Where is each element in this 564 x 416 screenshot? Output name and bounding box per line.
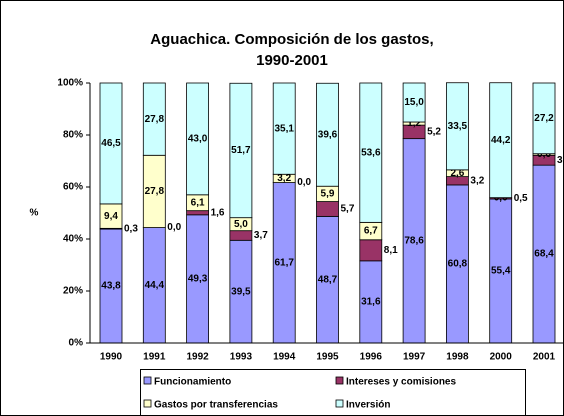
y-tick-label: 20% <box>63 286 83 297</box>
value-label: 1,2 <box>407 118 421 129</box>
value-label: 44,4 <box>145 280 165 291</box>
x-tick-label: 1994 <box>273 352 296 363</box>
value-label: 31,6 <box>361 297 381 308</box>
value-label: 35,1 <box>274 123 294 134</box>
y-tick-label: 60% <box>63 182 83 193</box>
value-label: 0,0 <box>297 177 311 188</box>
value-label: 5,0 <box>234 219 248 230</box>
value-label: 39,6 <box>318 129 338 140</box>
value-label: 8,1 <box>384 245 398 256</box>
value-label: 0,5 <box>514 193 528 204</box>
value-label: 27,8 <box>145 114 165 125</box>
bar-segment <box>272 82 296 175</box>
value-label: 9,4 <box>104 211 118 222</box>
value-label: 5,7 <box>341 204 355 215</box>
value-label: 48,7 <box>318 274 338 285</box>
x-tick-label: 1996 <box>360 352 383 363</box>
y-tick-label: 100% <box>57 78 83 89</box>
bar-segment <box>229 230 253 241</box>
bar-segment <box>186 210 210 216</box>
value-label: 3,7 <box>254 230 268 241</box>
x-tick-label: 1992 <box>186 352 209 363</box>
x-tick-label: 1993 <box>230 352 253 363</box>
value-label: 53,6 <box>361 147 381 158</box>
value-label: 44,2 <box>491 135 511 146</box>
legend-swatch <box>335 376 344 385</box>
legend-label: Intereses y comisiones <box>346 377 456 388</box>
bar-segment <box>532 82 556 155</box>
legend-swatch <box>143 376 152 385</box>
legend-label: Inversión <box>346 400 390 411</box>
value-label: 60,8 <box>448 259 468 270</box>
value-label: 39,5 <box>231 286 251 297</box>
value-label: 0,6 <box>537 149 551 160</box>
bar-segment <box>229 82 253 219</box>
value-label: 3,2 <box>470 175 484 186</box>
value-label: 5,9 <box>321 189 335 200</box>
value-label: 33,5 <box>448 121 468 132</box>
x-tick-label: 1998 <box>446 352 469 363</box>
value-label: 27,2 <box>534 113 554 124</box>
legend-swatch <box>143 399 152 408</box>
legend-swatch <box>335 399 344 408</box>
legend-label: Gastos por transferencias <box>154 400 278 411</box>
value-label: 3,2 <box>277 173 291 184</box>
value-label: 68,4 <box>534 249 554 260</box>
legend-label: Funcionamiento <box>154 377 231 388</box>
value-label: 3,8 <box>557 155 564 166</box>
x-tick-label: 2001 <box>533 352 556 363</box>
value-label: 43,8 <box>101 281 121 292</box>
bar-segment <box>186 82 210 196</box>
value-label: 0,0 <box>167 222 181 233</box>
x-tick-label: 1995 <box>316 352 339 363</box>
value-label: 78,6 <box>404 235 424 246</box>
value-label: 6,7 <box>364 226 378 237</box>
y-tick-label: 80% <box>63 130 83 141</box>
value-label: 61,7 <box>274 257 294 268</box>
value-label: 0,3 <box>124 223 138 234</box>
value-label: 5,2 <box>427 127 441 138</box>
value-label: 51,7 <box>231 145 251 156</box>
value-label: 46,5 <box>101 138 121 149</box>
bar-segment <box>402 82 426 123</box>
chart-title: Aguachica. Composición de los gastos, <box>150 31 433 48</box>
x-tick-label: 1990 <box>100 352 123 363</box>
value-label: 1,6 <box>211 207 225 218</box>
legend <box>140 369 526 416</box>
value-label: 2,6 <box>450 168 464 179</box>
y-axis-label: % <box>30 208 39 219</box>
bar-segment <box>445 82 469 171</box>
value-label: 15,0 <box>404 97 424 108</box>
bar-segment <box>99 82 123 205</box>
value-label: 55,4 <box>491 266 511 277</box>
bar-segment <box>359 82 383 223</box>
y-tick-label: 40% <box>63 234 83 245</box>
x-tick-label: 2000 <box>490 352 513 363</box>
bar-segment <box>359 239 383 262</box>
x-tick-label: 1991 <box>143 352 166 363</box>
bar-segment <box>316 201 339 217</box>
value-label: 27,8 <box>145 186 165 197</box>
y-tick-label: 0% <box>69 338 84 349</box>
x-tick-label: 1997 <box>403 352 426 363</box>
bar-segment <box>489 82 513 199</box>
chart-title: 1990-2001 <box>256 52 328 69</box>
bar-segment <box>142 82 166 156</box>
bar-segment <box>316 82 339 187</box>
value-label: 43,0 <box>188 134 208 145</box>
value-label: 6,1 <box>191 197 205 208</box>
value-label: 49,3 <box>188 274 208 285</box>
